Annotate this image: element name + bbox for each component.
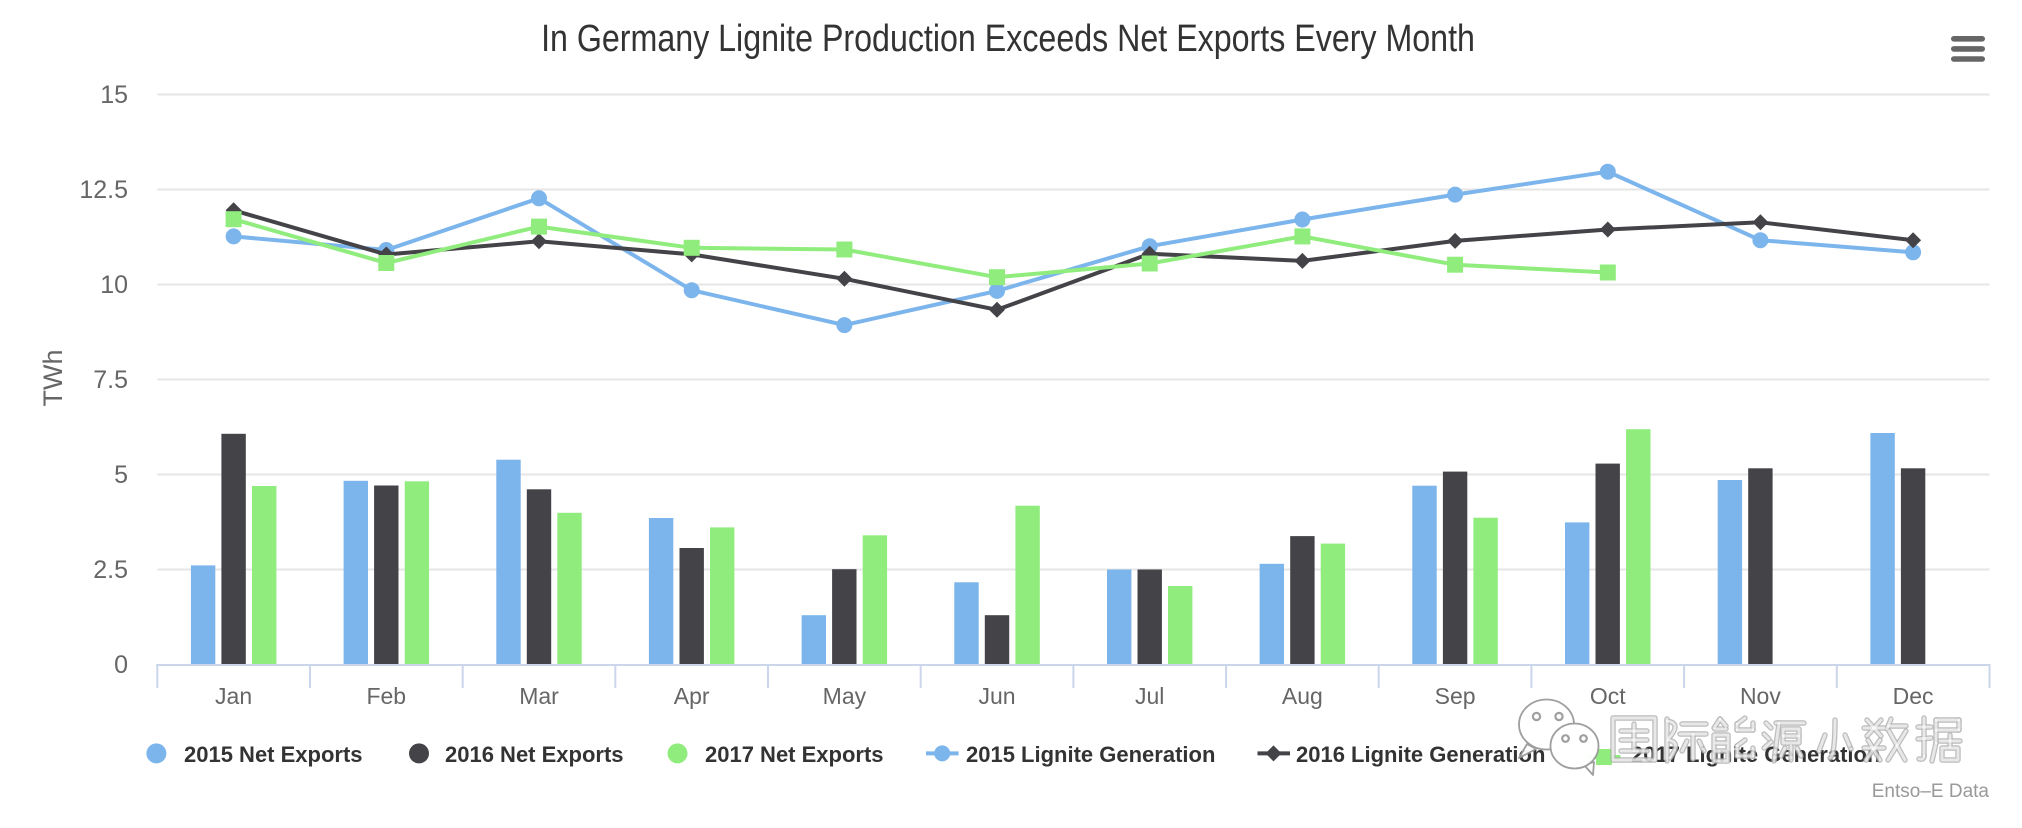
svg-text:7.5: 7.5 xyxy=(93,366,128,394)
svg-text:In Germany Lignite Production: In Germany Lignite Production Exceeds Ne… xyxy=(541,18,1475,60)
svg-text:2015 Lignite Generation: 2015 Lignite Generation xyxy=(966,742,1215,767)
svg-text:Apr: Apr xyxy=(674,683,710,709)
svg-text:Jul: Jul xyxy=(1135,683,1164,709)
svg-text:Jan: Jan xyxy=(215,683,252,709)
svg-text:Entso–E Data: Entso–E Data xyxy=(1872,781,1990,802)
svg-text:Oct: Oct xyxy=(1590,683,1626,709)
svg-text:2016 Lignite Generation: 2016 Lignite Generation xyxy=(1296,742,1545,767)
svg-text:0: 0 xyxy=(114,651,128,679)
svg-text:2017 Net Exports: 2017 Net Exports xyxy=(705,742,884,767)
svg-text:Sep: Sep xyxy=(1435,683,1476,709)
svg-text:Dec: Dec xyxy=(1893,683,1934,709)
svg-text:5: 5 xyxy=(114,461,128,489)
svg-text:Jun: Jun xyxy=(978,683,1015,709)
svg-text:Feb: Feb xyxy=(366,683,406,709)
svg-text:2.5: 2.5 xyxy=(93,556,128,584)
svg-text:TWh: TWh xyxy=(38,350,68,407)
svg-text:Aug: Aug xyxy=(1282,683,1323,709)
svg-text:Nov: Nov xyxy=(1740,683,1781,709)
svg-text:May: May xyxy=(823,683,867,709)
svg-text:Mar: Mar xyxy=(519,683,559,709)
svg-text:15: 15 xyxy=(100,81,128,109)
svg-text:10: 10 xyxy=(100,271,128,299)
svg-text:2015 Net Exports: 2015 Net Exports xyxy=(184,742,363,767)
svg-text:2016 Net Exports: 2016 Net Exports xyxy=(445,742,624,767)
svg-text:12.5: 12.5 xyxy=(79,176,128,204)
